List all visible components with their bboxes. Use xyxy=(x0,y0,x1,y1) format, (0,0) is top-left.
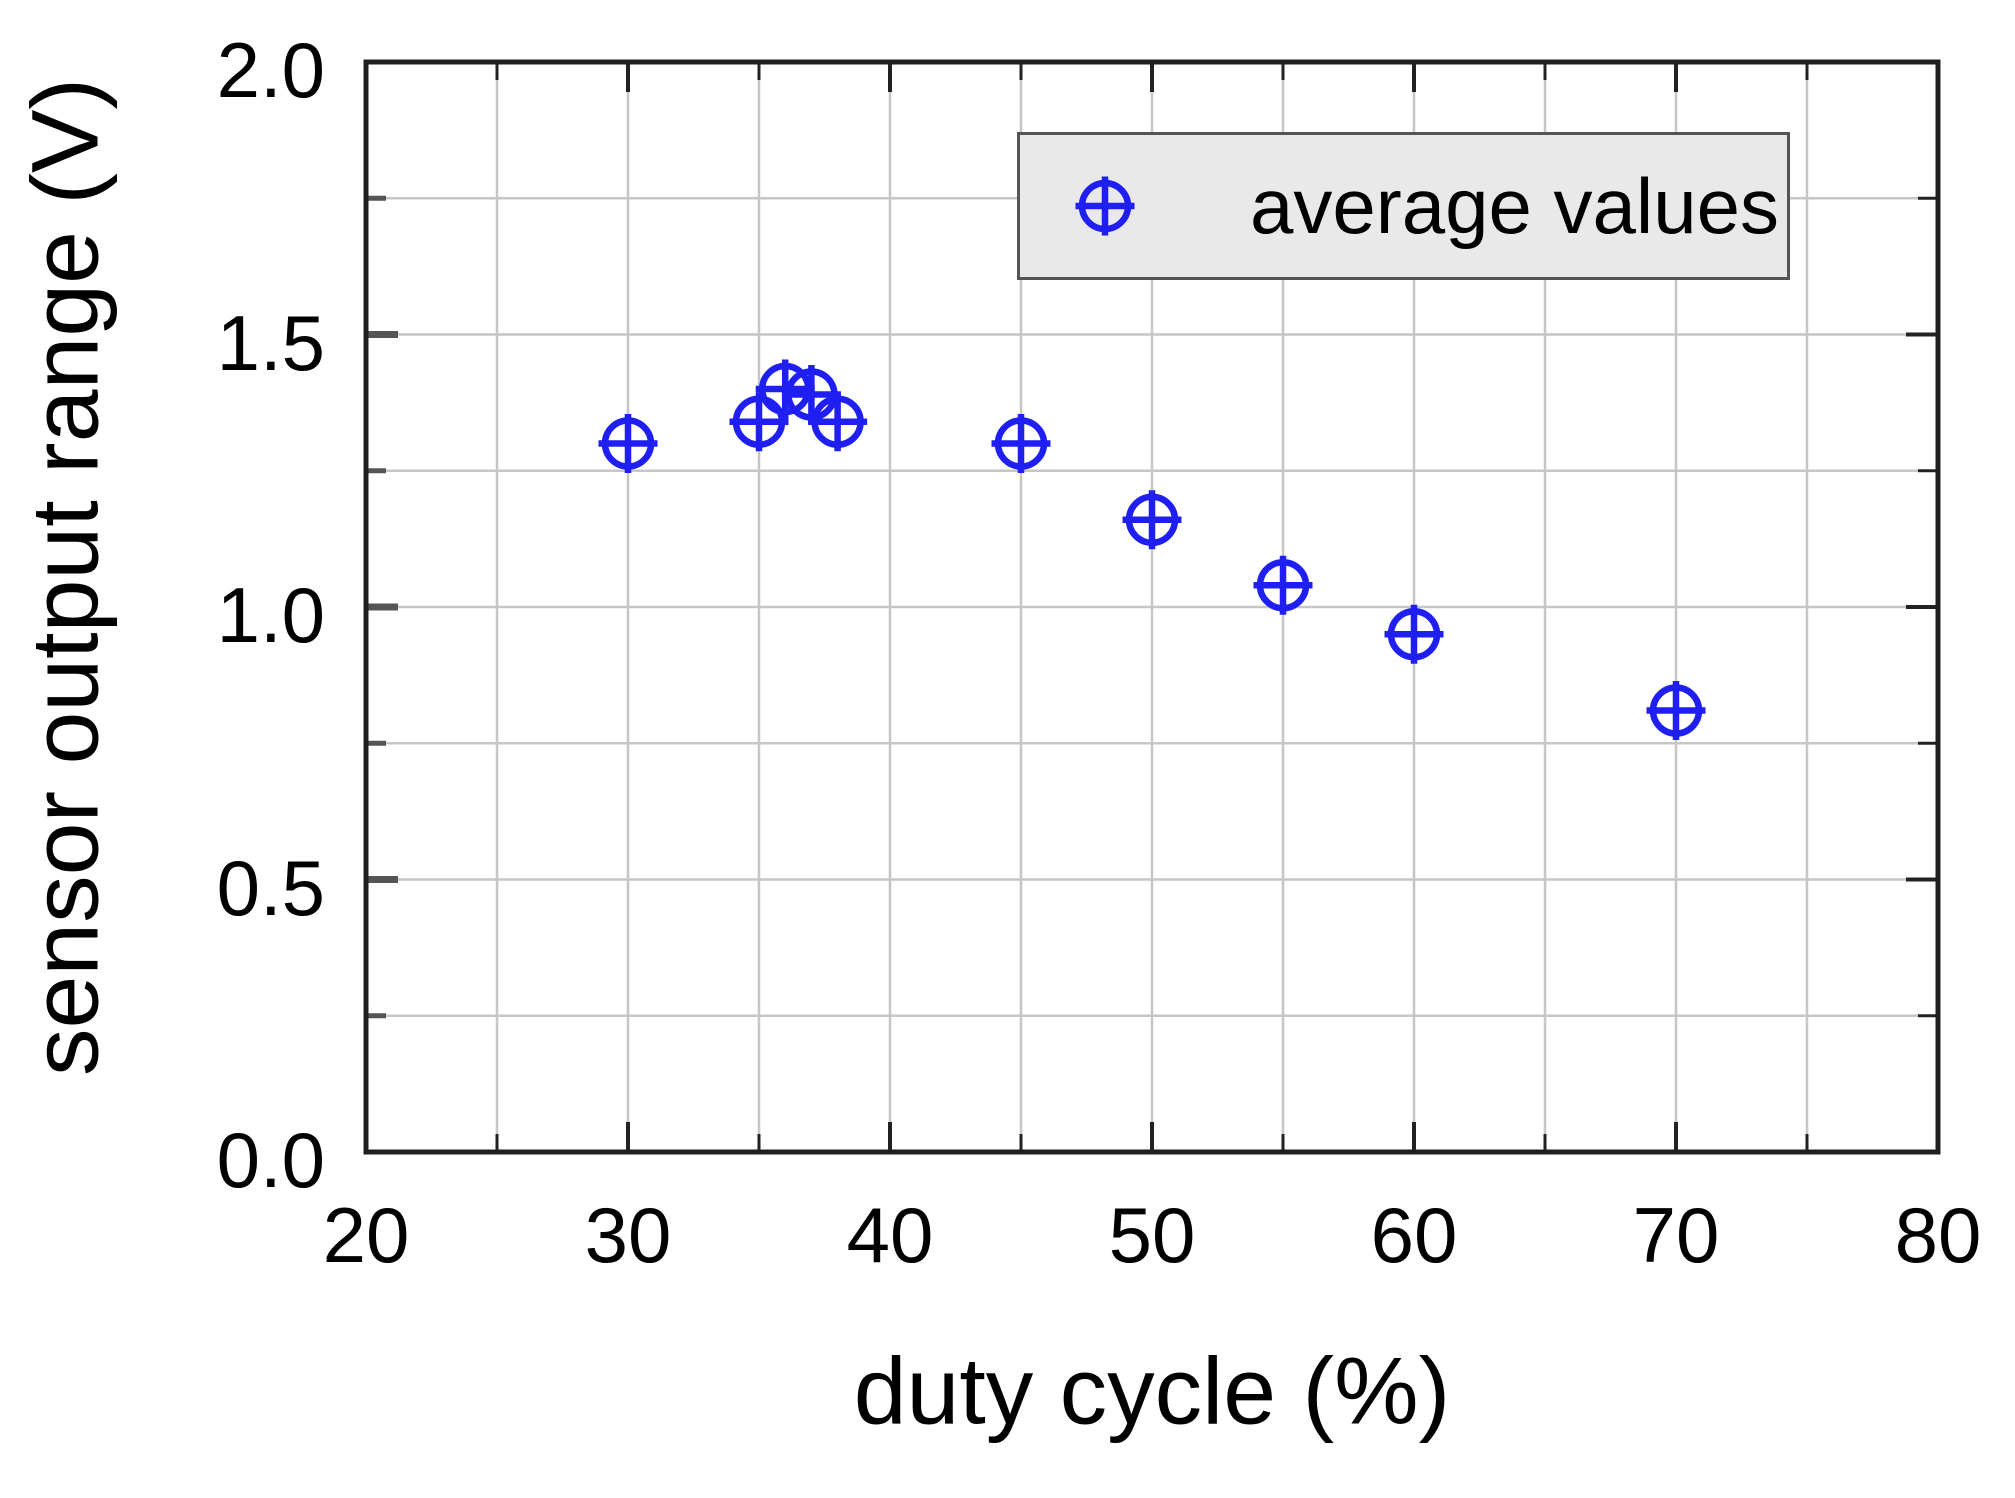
y-tick-label: 1.5 xyxy=(216,298,325,387)
data-point-marker xyxy=(1253,555,1313,615)
data-point-marker xyxy=(808,392,868,452)
x-axis-title: duty cycle (%) xyxy=(853,1338,1451,1445)
legend-circle-plus-marker-icon xyxy=(1075,176,1135,236)
x-tick-label: 30 xyxy=(584,1191,672,1279)
plot-frame xyxy=(363,59,1941,1155)
data-point-marker xyxy=(598,414,658,473)
x-tick-label: 70 xyxy=(1632,1191,1720,1279)
y-tick-label: 1.0 xyxy=(216,571,325,659)
x-tick-label: 20 xyxy=(322,1191,410,1279)
x-tick-label: 40 xyxy=(846,1191,934,1279)
data-point-marker xyxy=(1122,490,1182,550)
y-tick-label: 2.0 xyxy=(216,26,325,114)
data-point-marker xyxy=(991,414,1051,473)
y-tick-label: 0.0 xyxy=(216,1116,325,1204)
x-tick-label: 80 xyxy=(1894,1191,1982,1279)
data-point-marker xyxy=(1646,681,1706,741)
data-point-marker xyxy=(729,392,789,452)
data-point-marker xyxy=(781,364,841,424)
legend: average values xyxy=(1017,132,1790,280)
x-tick-label: 50 xyxy=(1108,1191,1196,1279)
data-point-marker xyxy=(1384,604,1444,664)
data-point-marker xyxy=(755,359,815,419)
y-axis-title: sensor output range (V) xyxy=(12,77,119,1077)
x-tick-label: 60 xyxy=(1370,1191,1458,1279)
y-tick-label: 0.5 xyxy=(216,843,325,932)
legend-label: average values xyxy=(1250,162,1780,250)
